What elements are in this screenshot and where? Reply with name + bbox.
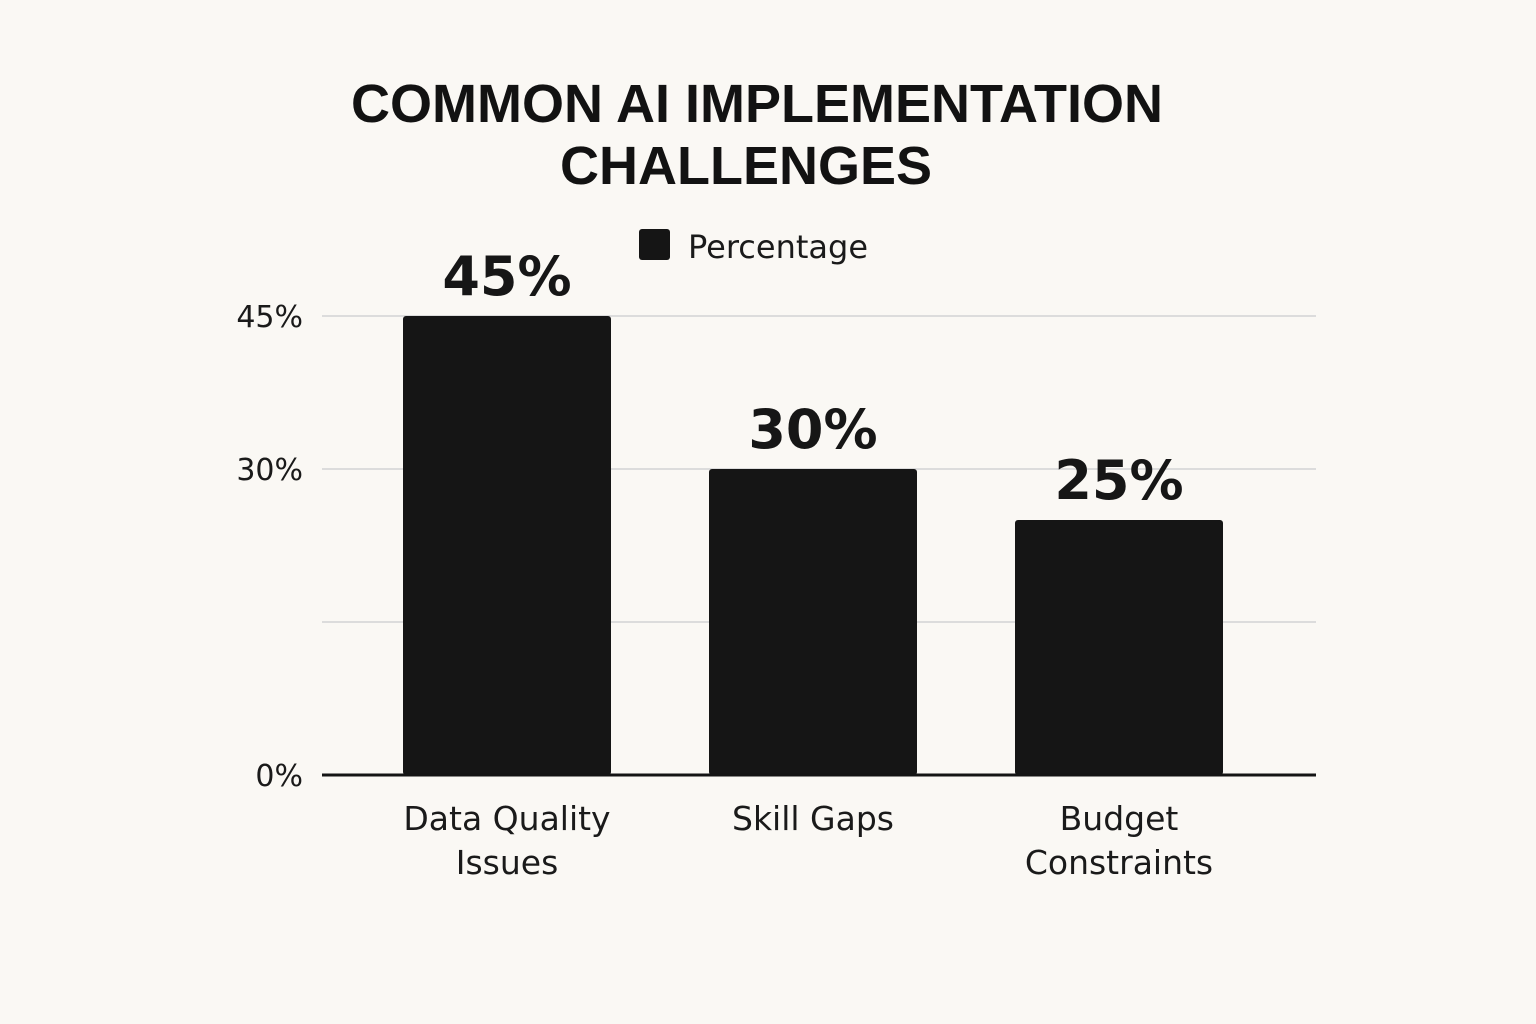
x-category-label: Constraints bbox=[1025, 843, 1213, 882]
legend: Percentage bbox=[639, 228, 868, 266]
x-axis-labels: Data Quality Issues Skill Gaps Budget Constr… bbox=[403, 799, 1213, 882]
bars bbox=[403, 316, 1223, 775]
bar-value-label: 45% bbox=[442, 245, 571, 308]
legend-swatch bbox=[639, 229, 670, 260]
x-category-label: Skill Gaps bbox=[732, 799, 894, 838]
y-tick-label: 45% bbox=[236, 300, 303, 335]
y-tick-label: 0% bbox=[255, 759, 303, 794]
bar-value-label: 25% bbox=[1054, 449, 1183, 512]
y-tick-label: 30% bbox=[236, 453, 303, 488]
chart-title-line-2: CHALLENGES bbox=[560, 136, 932, 196]
x-category-label: Data Quality bbox=[403, 799, 610, 838]
y-axis-ticks: 0% 30% 45% bbox=[236, 300, 303, 794]
x-category-label: Issues bbox=[456, 843, 559, 882]
bar bbox=[403, 316, 611, 775]
x-category-label: Budget bbox=[1060, 799, 1179, 838]
bar bbox=[709, 469, 917, 775]
bar bbox=[1015, 520, 1223, 775]
chart-title: COMMON AI IMPLEMENTATION CHALLENGES bbox=[351, 74, 1163, 196]
data-labels: 45% 30% 25% bbox=[442, 245, 1183, 512]
chart-title-line-1: COMMON AI IMPLEMENTATION bbox=[351, 74, 1163, 134]
legend-label: Percentage bbox=[688, 228, 868, 266]
bar-value-label: 30% bbox=[748, 398, 877, 461]
